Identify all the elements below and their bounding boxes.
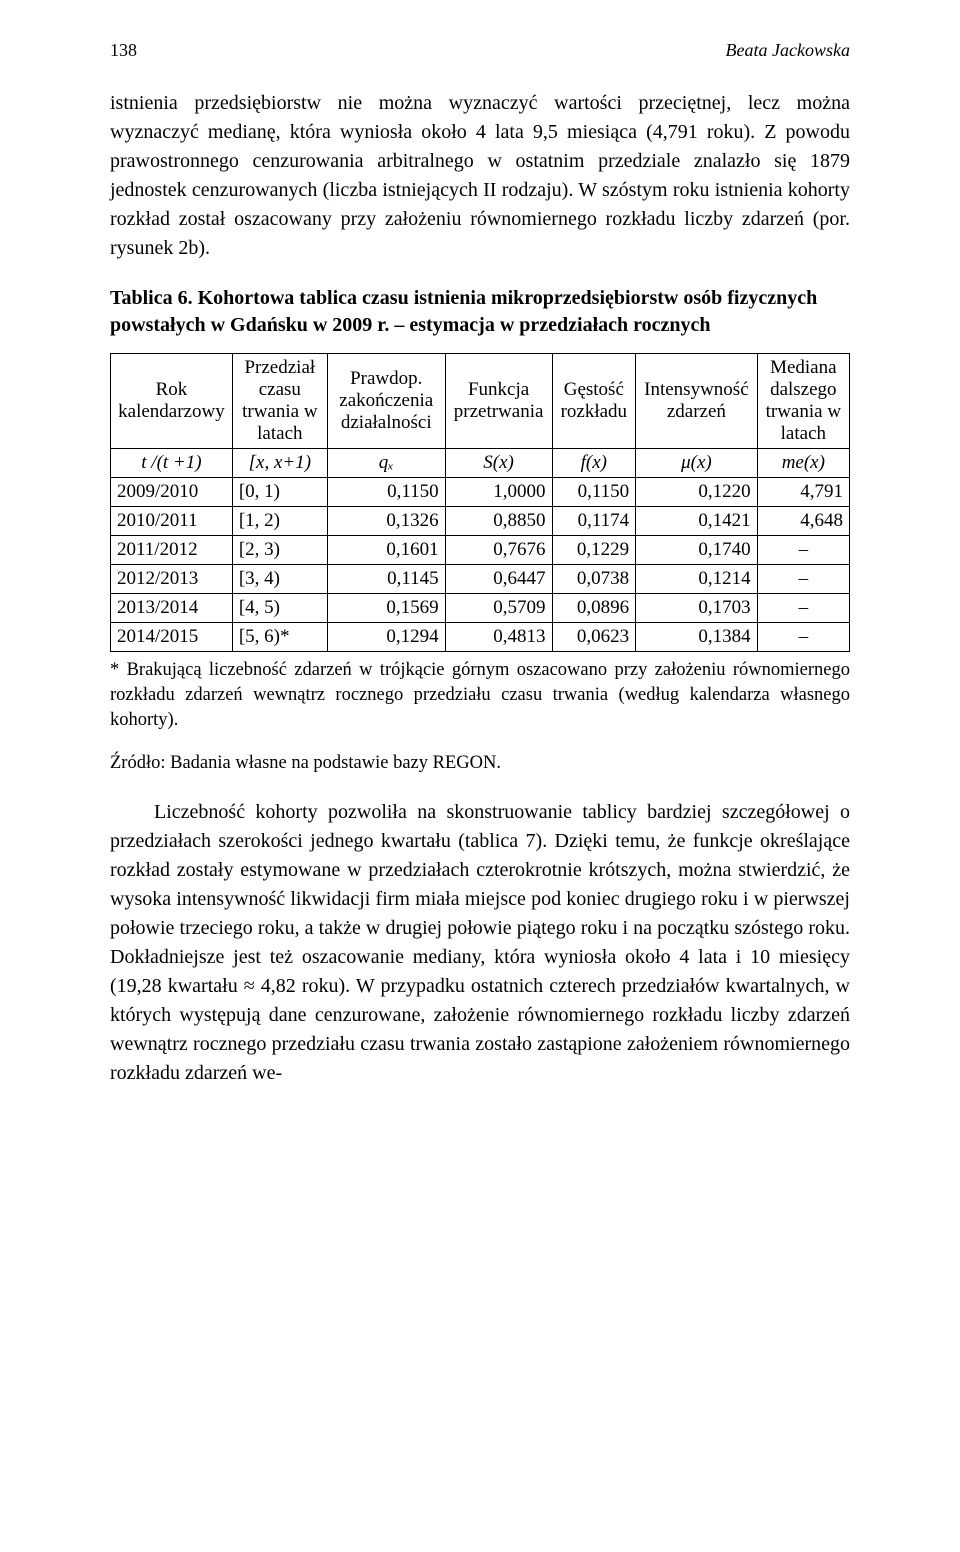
table-cell: 0,1145 [327, 565, 445, 594]
table-cell: 0,0896 [552, 594, 636, 623]
table-cell: 0,1421 [636, 507, 758, 536]
table-cell: – [757, 536, 849, 565]
table-cell: 2014/2015 [111, 623, 233, 652]
table-cell: 0,1326 [327, 507, 445, 536]
table-row: 2012/2013[3, 4)0,11450,64470,07380,1214– [111, 565, 850, 594]
table-cell: 4,648 [757, 507, 849, 536]
col-symbol: [x, x+1) [232, 449, 327, 478]
table-cell: 0,5709 [445, 594, 552, 623]
table-cell: [0, 1) [232, 478, 327, 507]
page-header: 138 Beata Jackowska [110, 40, 850, 61]
page: 138 Beata Jackowska istnienia przedsiębi… [0, 0, 960, 1170]
cohort-table: Rok kalendarzowy Przedział czasu trwania… [110, 353, 850, 652]
table-row: 2014/2015[5, 6)*0,12940,48130,06230,1384… [111, 623, 850, 652]
table-cell: 0,1150 [327, 478, 445, 507]
col-symbol: me(x) [757, 449, 849, 478]
col-header: Funkcja przetrwania [445, 354, 552, 449]
table-cell: 4,791 [757, 478, 849, 507]
table-cell: 0,6447 [445, 565, 552, 594]
table-cell: [1, 2) [232, 507, 327, 536]
table-cell: – [757, 594, 849, 623]
col-symbol: qₓ [327, 449, 445, 478]
paragraph-1: istnienia przedsiębiorstw nie można wyzn… [110, 89, 850, 263]
table-row: 2013/2014[4, 5)0,15690,57090,08960,1703– [111, 594, 850, 623]
table-cell: 2011/2012 [111, 536, 233, 565]
table-cell: 0,7676 [445, 536, 552, 565]
table-symbol-row: t /(t +1) [x, x+1) qₓ S(x) f(x) μ(x) me(… [111, 449, 850, 478]
paragraph-2: Liczebność kohorty pozwoliła na skonstru… [110, 798, 850, 1088]
table-cell: 0,1229 [552, 536, 636, 565]
col-header: Intensywność zdarzeń [636, 354, 758, 449]
table-cell: 2012/2013 [111, 565, 233, 594]
table-cell: 0,1703 [636, 594, 758, 623]
table-body: 2009/2010[0, 1)0,11501,00000,11500,12204… [111, 478, 850, 652]
table-header-row: Rok kalendarzowy Przedział czasu trwania… [111, 354, 850, 449]
table-footnote: * Brakującą liczebność zdarzeń w trójkąc… [110, 658, 850, 733]
col-header: Gęstość rozkładu [552, 354, 636, 449]
table-cell: 2009/2010 [111, 478, 233, 507]
table-cell: 0,1740 [636, 536, 758, 565]
table-cell: 2010/2011 [111, 507, 233, 536]
table-cell: – [757, 565, 849, 594]
table-cell: 0,0738 [552, 565, 636, 594]
table-cell: [2, 3) [232, 536, 327, 565]
table-cell: 2013/2014 [111, 594, 233, 623]
table-cell: 0,1569 [327, 594, 445, 623]
table-caption: Tablica 6. Kohortowa tablica czasu istni… [110, 285, 850, 339]
col-symbol: S(x) [445, 449, 552, 478]
col-header: Przedział czasu trwania w latach [232, 354, 327, 449]
table-cell: [3, 4) [232, 565, 327, 594]
author-name: Beata Jackowska [726, 40, 850, 61]
table-source: Źródło: Badania własne na podstawie bazy… [110, 751, 850, 776]
table-cell: 0,0623 [552, 623, 636, 652]
col-header: Rok kalendarzowy [111, 354, 233, 449]
table-cell: 0,4813 [445, 623, 552, 652]
table-cell: 0,1174 [552, 507, 636, 536]
col-header: Prawdop. zakończenia działalności [327, 354, 445, 449]
table-cell: 0,1384 [636, 623, 758, 652]
table-row: 2009/2010[0, 1)0,11501,00000,11500,12204… [111, 478, 850, 507]
col-symbol: t /(t +1) [111, 449, 233, 478]
table-row: 2011/2012[2, 3)0,16010,76760,12290,1740– [111, 536, 850, 565]
table-row: 2010/2011[1, 2)0,13260,88500,11740,14214… [111, 507, 850, 536]
table-cell: 0,1220 [636, 478, 758, 507]
table-cell: 0,8850 [445, 507, 552, 536]
table-cell: 0,1214 [636, 565, 758, 594]
table-cell: [5, 6)* [232, 623, 327, 652]
table-cell: 0,1150 [552, 478, 636, 507]
col-header: Mediana dalszego trwania w latach [757, 354, 849, 449]
col-symbol: f(x) [552, 449, 636, 478]
page-number: 138 [110, 40, 137, 61]
table-cell: 0,1294 [327, 623, 445, 652]
table-cell: [4, 5) [232, 594, 327, 623]
table-cell: 0,1601 [327, 536, 445, 565]
col-symbol: μ(x) [636, 449, 758, 478]
table-cell: 1,0000 [445, 478, 552, 507]
table-cell: – [757, 623, 849, 652]
